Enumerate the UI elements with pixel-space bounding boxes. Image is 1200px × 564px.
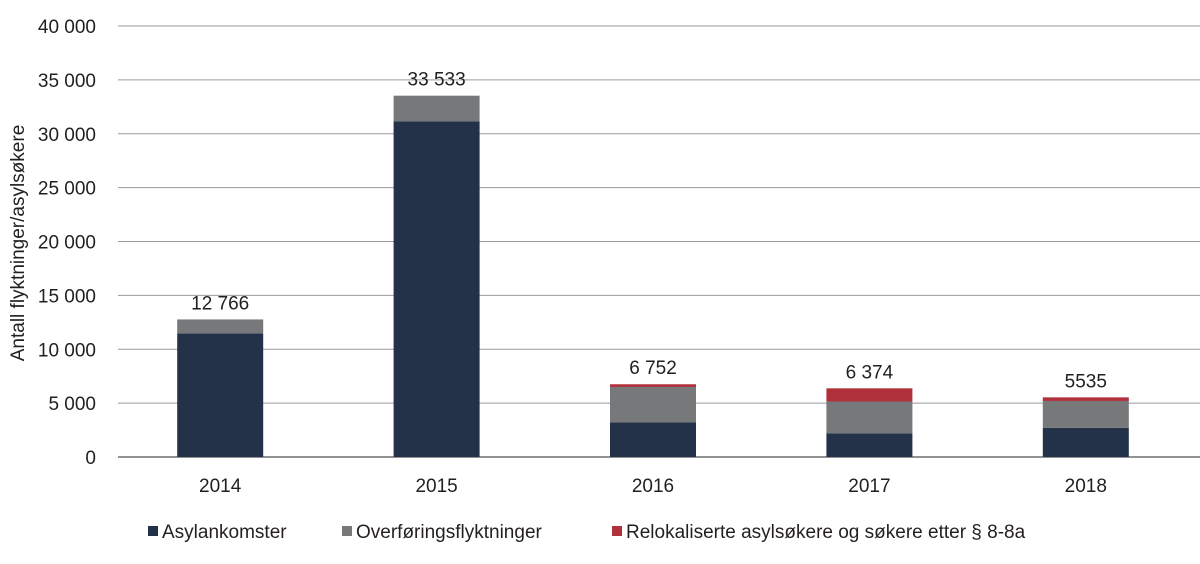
y-tick-label: 35 000 — [38, 71, 96, 92]
bar-segment-2017-s1 — [826, 401, 913, 434]
bar-segment-2016-s0 — [610, 422, 696, 457]
bar-segment-2015-s0 — [393, 121, 480, 457]
x-tick-label: 2016 — [632, 476, 674, 497]
bar-segment-2018-s1 — [1042, 400, 1129, 428]
bar-segment-2018-s0 — [1042, 427, 1129, 457]
bar-segment-2017-s0 — [826, 433, 913, 457]
y-tick-label: 15 000 — [38, 286, 96, 307]
legend-swatch — [612, 526, 622, 536]
y-tick-label: 30 000 — [38, 125, 96, 146]
legend-label: Asylankomster — [162, 522, 287, 543]
bar-segment-2015-s1 — [393, 95, 480, 122]
bar-total-label: 12 766 — [191, 293, 249, 314]
bar-total-labels: 12 766 33 533 6 752 6 374 5535 — [191, 70, 1107, 393]
x-tick-label: 2018 — [1065, 476, 1107, 497]
legend-label: Overføringsflyktninger — [356, 522, 543, 543]
y-tick-label: 5 000 — [48, 394, 96, 415]
y-tick-label: 0 — [85, 448, 96, 469]
x-tick-label: 2017 — [848, 476, 890, 497]
legend-label: Relokaliserte asylsøkere og søkere etter… — [626, 522, 1026, 543]
x-tick-label: 2015 — [415, 476, 457, 497]
bars — [177, 95, 1129, 457]
bar-total-label: 33 533 — [408, 70, 466, 91]
y-tick-label: 25 000 — [38, 179, 96, 200]
y-tick-label: 20 000 — [38, 233, 96, 254]
legend-swatch — [342, 526, 352, 536]
bar-segment-2016-s2 — [610, 384, 696, 387]
x-tick-label: 2014 — [199, 476, 242, 497]
y-tick-label: 10 000 — [38, 340, 96, 361]
bar-segment-2016-s1 — [610, 386, 696, 423]
legend-swatch — [148, 526, 158, 536]
bar-segment-2018-s2 — [1042, 397, 1129, 401]
bar-total-label: 5535 — [1065, 371, 1107, 392]
bar-segment-2014-s1 — [177, 319, 264, 334]
legend: Asylankomster Overføringsflyktninger Relok… — [148, 522, 1026, 543]
bar-segment-2014-s0 — [177, 333, 264, 457]
y-tick-label: 40 000 — [38, 17, 96, 38]
y-axis-ticks: 0 5 000 10 000 15 000 20 000 25 000 30 000 35 0… — [38, 17, 96, 469]
bar-total-label: 6 374 — [846, 362, 894, 383]
y-axis-label: Antall flyktninger/asylsøkere — [8, 125, 29, 362]
bar-total-label: 6 752 — [629, 358, 677, 379]
x-axis-ticks: 2014 2015 2016 2017 2018 — [199, 476, 1107, 497]
bar-segment-2017-s2 — [826, 388, 913, 402]
